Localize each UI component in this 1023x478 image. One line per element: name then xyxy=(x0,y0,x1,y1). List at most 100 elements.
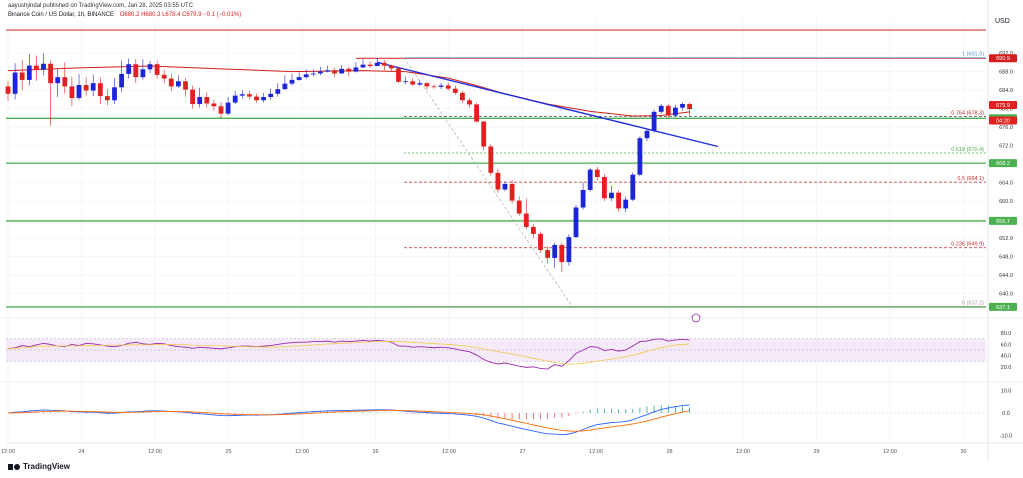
author-line: aayushjindal published on TradingView.co… xyxy=(8,3,194,9)
candle-body xyxy=(168,78,174,87)
candle-body xyxy=(552,244,558,258)
level-price-text: 637.1 xyxy=(996,305,1010,311)
candle-body xyxy=(609,192,614,199)
candle-body xyxy=(303,74,309,78)
candle-body xyxy=(204,97,210,104)
candle-body xyxy=(381,62,387,66)
fib-label: 0 (637.2) xyxy=(962,300,984,306)
candle-body xyxy=(247,94,252,97)
candle-body xyxy=(602,177,607,199)
candle-body xyxy=(76,85,82,98)
currency-label[interactable]: USD xyxy=(995,18,1010,25)
candle-body xyxy=(289,79,295,84)
candle-body xyxy=(516,200,522,214)
candle-body xyxy=(587,169,593,190)
candle-body xyxy=(310,73,316,75)
moving-average-line xyxy=(7,65,690,117)
candle-body xyxy=(460,92,465,101)
candle-body xyxy=(644,130,650,139)
current-price-badge xyxy=(989,101,1017,110)
rsi-tick-label: 60.0 xyxy=(1001,342,1012,348)
time-tick-label: 12:00 xyxy=(736,449,750,455)
rsi-band-fill xyxy=(6,338,986,362)
price-tick-label: 664.0 xyxy=(999,181,1013,187)
tradingview-brand[interactable]: TradingView xyxy=(8,462,70,471)
time-tick-label: 12:00 xyxy=(1,449,15,455)
level-price-badge xyxy=(989,302,1017,311)
level-price-badge xyxy=(989,159,1017,168)
candle-body xyxy=(62,77,68,87)
candle-body xyxy=(559,244,565,263)
fib-label: 0.5 (664.1) xyxy=(957,176,984,182)
candle-body xyxy=(197,97,203,104)
price-axis[interactable]: 640.0644.0648.0652.0656.0660.0664.0668.0… xyxy=(989,51,1017,440)
candle-body xyxy=(296,77,302,80)
time-tick-label: 24 xyxy=(78,449,84,455)
symbol-name[interactable]: Binance Coin / US Dollar, 1h, BINANCE xyxy=(8,12,115,18)
price-tick-label: 648.0 xyxy=(999,255,1013,261)
candle-body xyxy=(531,226,536,234)
candle-body xyxy=(12,72,18,94)
price-tick-label: 692.0 xyxy=(999,51,1013,57)
candle-body xyxy=(225,102,231,114)
price-tick-label: 688.0 xyxy=(999,70,1013,76)
candle-body xyxy=(232,95,238,103)
candle-body xyxy=(360,64,366,68)
candle-body xyxy=(410,81,416,85)
candle-body xyxy=(580,189,586,208)
candle-body xyxy=(474,104,479,122)
price-tick-label: 676.0 xyxy=(999,125,1013,131)
macd-signal-line xyxy=(7,409,690,432)
macd-tick-label: 10.0 xyxy=(1001,389,1012,395)
current-price-badge xyxy=(989,116,1017,125)
candle-body xyxy=(176,81,181,87)
fib-label: 0.764 (678.3) xyxy=(951,110,984,116)
rsi-band xyxy=(6,338,986,362)
tradingview-logo-icon xyxy=(8,463,20,471)
price-tick-label: 652.0 xyxy=(999,236,1013,242)
candle-body xyxy=(658,105,664,112)
time-tick-label: 26 xyxy=(372,449,378,455)
candle-body xyxy=(140,69,146,78)
level-price-text: 668.2 xyxy=(996,161,1010,167)
time-tick-label: 12:00 xyxy=(442,449,456,455)
fib-label: 0.236 (649.9) xyxy=(951,242,984,248)
level-price-text: 655.7 xyxy=(996,219,1010,225)
candle-body xyxy=(687,103,692,110)
macd-tick-label: -10.0 xyxy=(1000,434,1013,440)
candle-body xyxy=(48,63,53,84)
candle-body xyxy=(616,192,621,209)
candle-body xyxy=(90,83,96,91)
time-tick-label: 12:00 xyxy=(589,449,603,455)
candle-body xyxy=(105,96,110,101)
candle-body xyxy=(389,65,394,69)
candle-body xyxy=(190,89,195,104)
candle-body xyxy=(680,103,685,108)
level-price-text: 690.9 xyxy=(996,56,1010,62)
candle-body xyxy=(126,64,132,74)
rsi-tick-label: 80.0 xyxy=(1001,331,1012,337)
candle-body xyxy=(275,89,281,94)
candle-body xyxy=(19,72,25,80)
candle-body xyxy=(495,172,501,190)
time-tick-label: 28 xyxy=(666,449,672,455)
macd-tick-label: 0.0 xyxy=(1002,411,1010,417)
candle-body xyxy=(637,138,643,175)
candle-body xyxy=(367,64,373,67)
price-tick-label: 660.0 xyxy=(999,199,1013,205)
candle-body xyxy=(218,106,224,114)
candle-body xyxy=(154,64,160,75)
level-price-badge xyxy=(989,54,1017,63)
current-price-text: 679.9 xyxy=(996,103,1010,109)
current-price-text: 04:20 xyxy=(996,118,1010,124)
candles xyxy=(5,53,692,272)
candle-body xyxy=(339,68,345,74)
time-tick-label: 27 xyxy=(519,449,525,455)
time-axis[interactable]: 12:00 24 12:00 25 12:00 26 12:00 27 12:00 28 12:00… xyxy=(1,449,966,455)
candle-body xyxy=(211,103,217,107)
candle-body xyxy=(452,88,458,93)
candle-body xyxy=(438,85,444,87)
candle-body xyxy=(346,68,352,72)
candle-body xyxy=(623,199,629,209)
